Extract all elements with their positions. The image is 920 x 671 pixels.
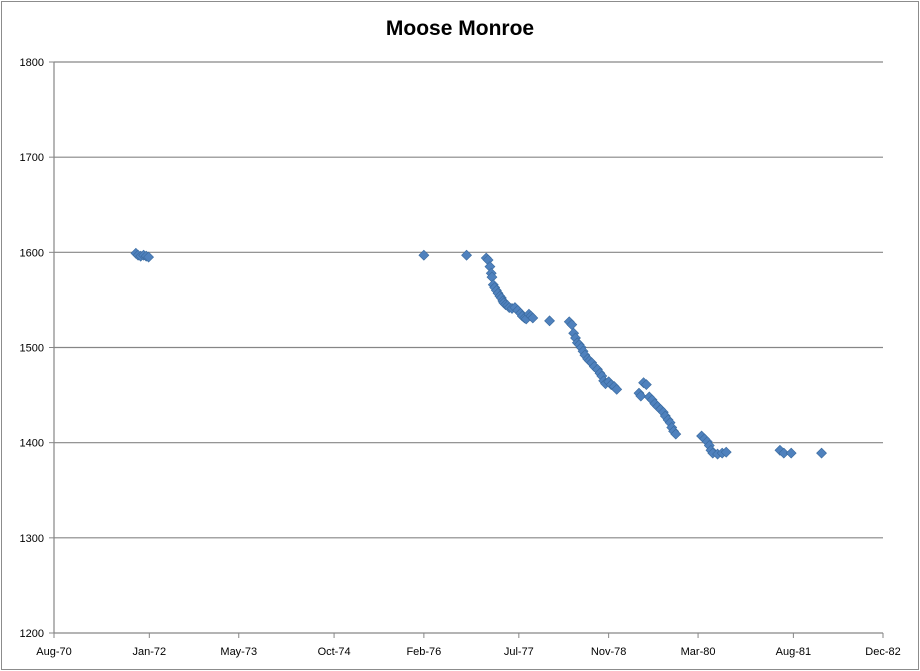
data-point: [611, 383, 623, 395]
data-point: [785, 447, 797, 459]
y-tick-label: 1400: [20, 438, 44, 450]
data-point: [461, 249, 472, 261]
x-tick-label: Dec-82: [865, 646, 900, 658]
x-tick-label: Aug-70: [36, 646, 71, 658]
data-point: [816, 447, 827, 459]
data-point: [544, 315, 555, 327]
x-tick-label: Mar-80: [681, 646, 716, 658]
x-tick-label: Jul-77: [504, 646, 534, 658]
axes: [49, 61, 884, 638]
data-point: [527, 312, 539, 324]
data-point: [720, 446, 732, 458]
x-tick-labels: Aug-70 Jan-72 May-73 Oct-74 Feb-76 Jul-77 Nov-…: [36, 646, 900, 658]
x-tick-label: Oct-74: [318, 646, 351, 658]
data-points: [130, 247, 827, 460]
x-tick-label: May-73: [220, 646, 257, 658]
data-point: [418, 249, 430, 261]
y-tick-labels: 1200 1300 1400 1500 1600 1700 1800: [20, 57, 44, 640]
data-point: [635, 390, 647, 402]
x-tick-label: Jan-72: [133, 646, 167, 658]
data-point: [670, 428, 682, 440]
y-tick-label: 1600: [20, 247, 44, 259]
y-tick-label: 1200: [20, 628, 44, 640]
x-tick-label: Nov-78: [591, 646, 626, 658]
data-point: [640, 379, 652, 391]
y-tick-label: 1800: [20, 57, 44, 69]
x-tick-label: Feb-76: [406, 646, 441, 658]
y-tick-label: 1700: [20, 152, 44, 164]
data-point: [143, 251, 155, 263]
gridlines: [54, 61, 883, 539]
x-tick-label: Aug-81: [776, 646, 811, 658]
data-point: [778, 447, 790, 459]
chart-title: Moose Monroe: [385, 17, 535, 40]
y-tick-label: 1300: [20, 533, 44, 545]
y-tick-label: 1500: [20, 343, 44, 355]
